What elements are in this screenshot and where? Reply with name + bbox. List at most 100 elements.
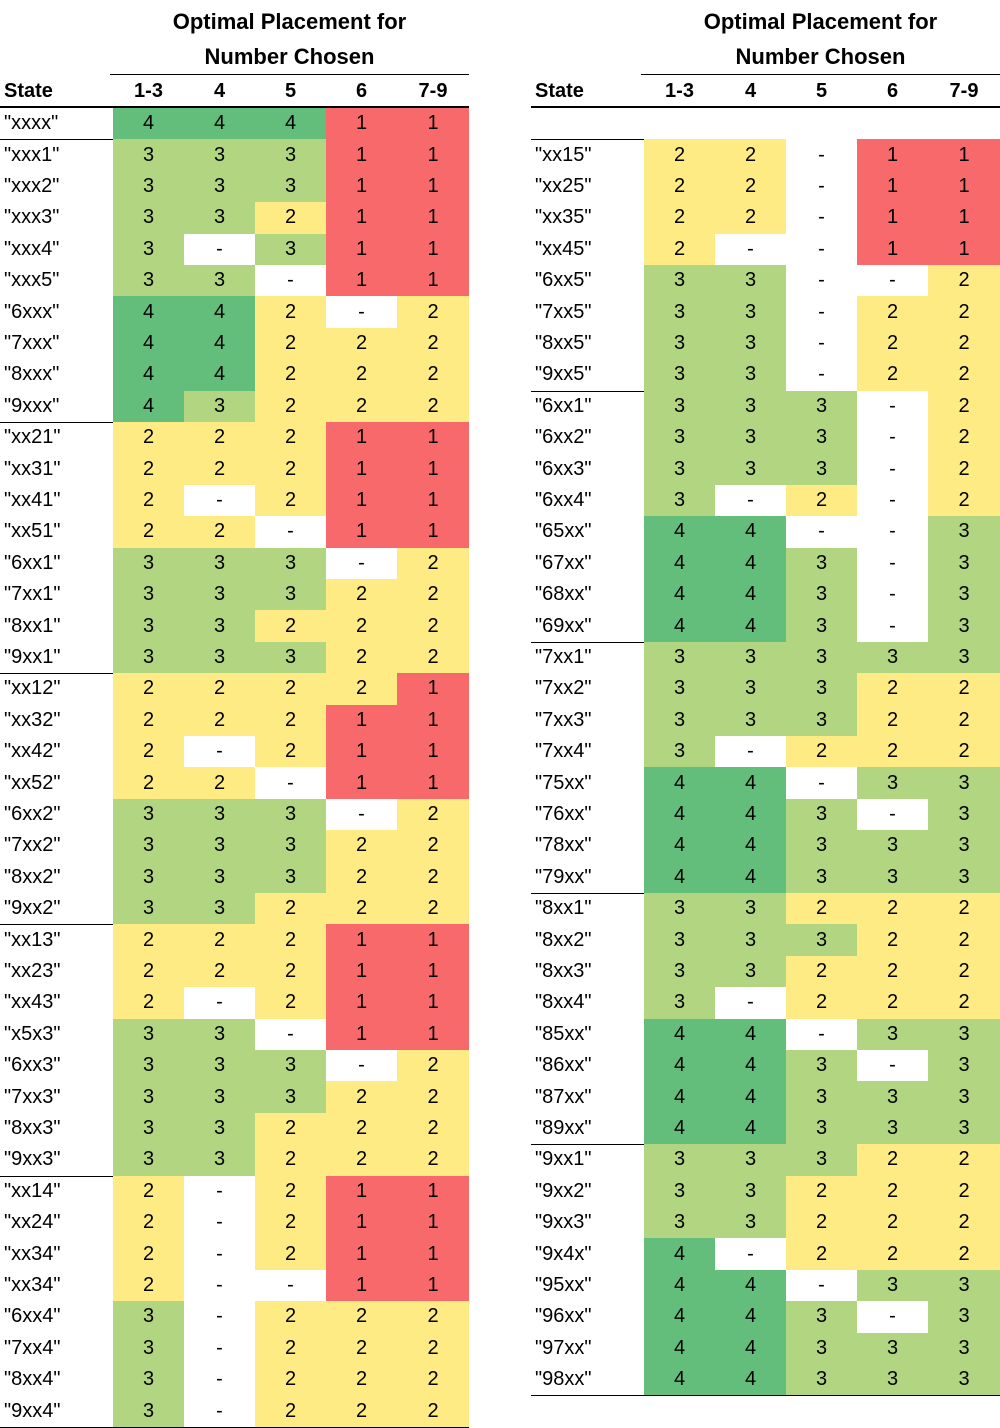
value-cell-col-5: 3 [786,547,857,579]
state-cell: "xx24" [4,1211,61,1234]
value-cell-col-5: 3 [255,139,326,171]
state-cell: "xx52" [4,771,61,794]
value-cell-col-4: 2 [184,924,255,956]
value-cell-col-6: 1 [326,202,397,234]
value-cell-col-6: 1 [326,736,397,768]
state-cell: "95xx" [535,1273,592,1296]
value-cell-col-4: - [184,1175,255,1207]
value-cell-col-1-3: 3 [644,265,715,297]
value-cell-col-4: 4 [715,798,786,831]
value-cell-col-7-9: 3 [928,1081,1000,1113]
value-cell-col-5: - [786,359,857,391]
state-cell: "xx32" [4,708,61,731]
value-cell-col-7-9: 2 [397,830,469,862]
value-cell-col-1-3: 3 [113,861,184,893]
value-cell-col-1-3: 3 [113,830,184,862]
state-cell: "9xx2" [4,897,61,920]
state-cell: "6xx5" [535,269,592,292]
value-cell-col-5: - [255,767,326,799]
value-cell-col-7-9: 2 [397,1081,469,1113]
value-cell-col-6: - [857,484,928,517]
value-cell-col-6: 2 [857,1238,928,1270]
value-cell-col-5: 3 [786,924,857,956]
value-cell-col-7-9: 1 [397,170,469,203]
value-cell-col-4: 3 [715,359,786,391]
value-cell-col-5: 2 [255,924,326,956]
value-cell-col-5: 3 [786,1144,857,1176]
value-cell-col-5: - [255,1269,326,1302]
state-cell: "xx41" [4,488,61,511]
value-cell-col-7-9: 3 [928,798,1000,831]
header-col-7-9: 7-9 [418,80,448,102]
state-cell: "xx43" [4,991,61,1014]
table-row: "86xx" 4 4 3-3 [531,1050,1000,1082]
value-cell-col-7-9: 2 [397,390,469,422]
table-row: "9xx3" 3 3 2 2 2 [531,1207,1000,1239]
table-row: "xx51" 2 2-1 1 [0,516,469,548]
value-cell-col-1-3: 4 [644,1081,715,1113]
value-cell-col-5: 3 [786,1301,857,1333]
value-cell-col-6: - [326,798,397,831]
state-cell: "6xx2" [535,426,592,449]
table-row: "96xx" 4 4 3-3 [531,1301,1000,1333]
value-cell-col-4: 2 [184,704,255,736]
value-cell-col-1-3: 2 [113,484,184,517]
value-cell-col-6: 1 [326,516,397,548]
title-line-2: Number Chosen [204,44,375,69]
value-cell-col-6: 1 [326,108,397,140]
value-cell-col-5: 2 [255,1364,326,1396]
value-cell-col-5: 2 [255,1207,326,1239]
value-cell-col-4: 4 [715,1332,786,1364]
value-cell-col-5 [786,108,857,140]
value-cell-col-7-9: 3 [928,641,1000,674]
value-cell-col-4: 3 [184,893,255,925]
value-cell-col-6: 2 [857,736,928,768]
state-cell: "xx21" [4,426,61,449]
value-cell-col-1-3: 2 [113,1269,184,1302]
value-cell-col-6: 1 [326,1269,397,1302]
table-row: "xx21" 2 2 2 1 1 [0,422,469,454]
value-cell-col-7-9: 1 [397,139,469,171]
table-row: "67xx" 4 4 3-3 [531,547,1000,579]
value-cell-col-4: 2 [184,422,255,454]
title-underline [641,74,1000,75]
value-cell-col-7-9: 2 [928,1207,1000,1239]
table-row: "9x4x" 4-2 2 2 [531,1238,1000,1270]
value-cell-col-7-9: 2 [928,1238,1000,1270]
value-cell-col-1-3: 4 [113,359,184,391]
value-cell-col-1-3: 3 [113,1081,184,1113]
state-cell: "8xx1" [4,614,61,637]
value-cell-col-5: 3 [786,579,857,611]
value-cell-col-4: - [184,1207,255,1239]
state-cell: "79xx" [535,865,592,888]
value-cell-col-7-9: 2 [928,327,1000,360]
state-cell: "6xx2" [4,802,61,825]
value-cell-col-4: 3 [184,170,255,203]
value-cell-col-1-3: 3 [113,893,184,925]
value-cell-col-5: - [786,1269,857,1302]
value-cell-col-1-3: 3 [644,673,715,705]
value-cell-col-4: 3 [715,893,786,925]
value-cell-col-4: 4 [715,1050,786,1082]
state-cell: "xxx5" [4,269,60,292]
value-cell-col-4: 2 [184,767,255,799]
value-cell-col-5: 2 [255,1395,326,1427]
value-cell-col-5: - [786,296,857,328]
value-cell-col-7-9: 2 [928,955,1000,988]
value-cell-col-5: 2 [255,1112,326,1145]
value-cell-col-5: 2 [255,327,326,360]
table-row: "6xx1" 3 3 3-2 [0,547,469,579]
state-cell: "xx34" [4,1242,61,1265]
table-row: "xx14" 2-2 1 1 [0,1175,469,1207]
table-row: "8xx3" 3 3 2 2 2 [0,1112,469,1145]
table-row: "8xx1" 3 3 2 2 2 [531,893,1000,925]
value-cell-col-5: 3 [255,861,326,893]
table-row: "8xx1" 3 3 2 2 2 [0,610,469,642]
value-cell-col-1-3: 3 [644,296,715,328]
table-row: "87xx" 4 4 3 3 3 [531,1081,1000,1113]
value-cell-col-1-3: 2 [113,767,184,799]
value-cell-col-5: 2 [255,1175,326,1207]
state-cell: "6xx4" [4,1305,61,1328]
value-cell-col-6: 1 [326,767,397,799]
state-cell: "xxx4" [4,237,60,260]
